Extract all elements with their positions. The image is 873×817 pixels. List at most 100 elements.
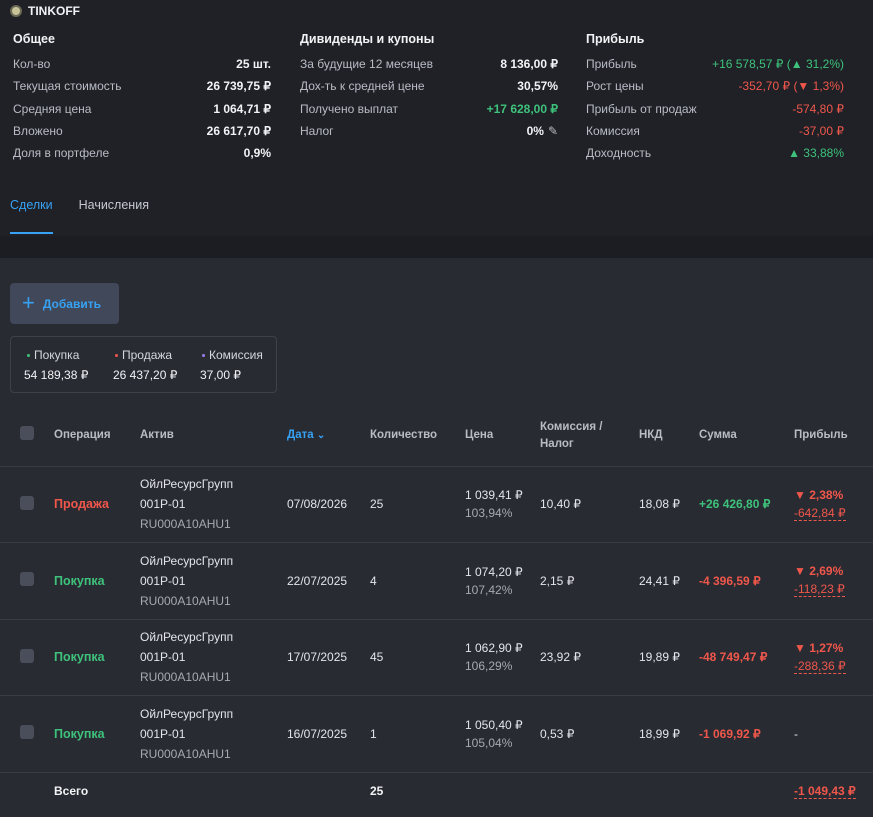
table-row[interactable]: Покупка ОйлРесурсГрупп 001P-01 RU000A10AHU… (0, 542, 873, 620)
asset-series: 001P-01 (140, 497, 186, 512)
stat-value: -37,00 ₽ (799, 124, 844, 139)
deal-date: 16/07/2025 (287, 726, 348, 741)
header-price: Цена (465, 429, 494, 442)
stat-label: Доля в портфеле (13, 146, 110, 161)
row-checkbox[interactable] (20, 495, 34, 510)
dividends-title: Дивиденды и купоны (300, 32, 435, 46)
stat-value: 26 617,70 ₽ (206, 124, 271, 139)
buy-dot-icon (27, 353, 30, 357)
stat-value: 26 739,75 ₽ (206, 79, 271, 94)
header-commission-line1: Комиссия / (540, 420, 603, 433)
deal-date: 17/07/2025 (287, 650, 348, 665)
stat-label: Вложено (13, 124, 63, 139)
select-all-checkbox[interactable] (20, 425, 34, 440)
stat-row: За будущие 12 месяцев 8 136,00 ₽ (300, 53, 558, 75)
header-quantity: Количество (370, 429, 438, 442)
tax-value: 0% (526, 124, 544, 139)
summary-buy: Покупка 54 189,38 ₽ (24, 348, 89, 382)
profit-amount[interactable]: -118,23 ₽ (794, 582, 845, 598)
stat-label: Дох-ть к средней цене (300, 79, 425, 94)
profit-amount[interactable]: -642,84 ₽ (794, 505, 846, 521)
header-date-sort[interactable]: Дата ⌄ (287, 406, 370, 466)
commission-dot-icon (202, 353, 205, 357)
total-label: Всего (54, 784, 89, 799)
table-row[interactable]: Продажа ОйлРесурсГрупп 001P-01 RU000A10AHU… (0, 466, 873, 543)
summary-value: 37,00 ₽ (200, 368, 241, 382)
table-row[interactable]: Покупка ОйлРесурсГрупп 001P-01 RU000A10AHU… (0, 619, 873, 696)
stat-row: Доля в портфеле 0,9% (13, 142, 271, 164)
profit-amount[interactable]: -288,36 ₽ (794, 658, 846, 674)
asset-isin: RU000A10AHU1 (140, 517, 231, 532)
asset-series: 001P-01 (140, 726, 186, 741)
operation-type: Покупка (54, 650, 105, 665)
summary-value: 54 189,38 ₽ (24, 368, 89, 382)
deal-price: 1 050,40 ₽ (465, 717, 523, 732)
deal-nkd: 24,41 ₽ (639, 573, 680, 588)
deal-price-pct: 107,42% (465, 582, 513, 597)
deal-quantity: 25 (370, 497, 384, 512)
general-section: Общее Кол-во 25 шт. Текущая стоимость 26 7… (13, 32, 271, 164)
stat-label: Прибыль от продаж (586, 101, 697, 116)
stat-value: 30,57% (517, 79, 558, 94)
stat-row: Прибыль от продаж -574,80 ₽ (586, 98, 844, 120)
deal-sum: +26 426,80 ₽ (699, 497, 771, 512)
totals-summary: Покупка 54 189,38 ₽ Продажа 26 437,20 ₽ … (10, 336, 277, 393)
deal-price-pct: 105,04% (465, 735, 513, 750)
stat-row: Текущая стоимость 26 739,75 ₽ (13, 75, 271, 97)
stat-row: Получено выплат +17 628,00 ₽ (300, 98, 558, 120)
deal-quantity: 4 (370, 573, 377, 588)
stat-label: Рост цены (586, 79, 644, 94)
header-commission-line2: Налог (540, 437, 574, 450)
broker-header: TINKOFF (10, 4, 80, 18)
total-profit[interactable]: -1 049,43 ₽ (794, 783, 856, 799)
table-row[interactable]: Покупка ОйлРесурсГрупп 001P-01 RU000A10AHU… (0, 695, 873, 773)
deal-sum: -1 069,92 ₽ (699, 726, 761, 741)
row-checkbox[interactable] (20, 572, 34, 587)
stat-value: -574,80 ₽ (792, 101, 844, 116)
row-checkbox[interactable] (20, 725, 34, 740)
stat-label: Средняя цена (13, 101, 92, 116)
deal-price: 1 062,90 ₽ (465, 641, 523, 656)
header-profit: Прибыль (794, 429, 848, 442)
edit-pencil-icon[interactable]: ✎ (547, 124, 558, 139)
stat-label: Прибыль (586, 57, 637, 72)
asset-name: ОйлРесурсГрупп (140, 706, 234, 721)
tab-deals[interactable]: Сделки (10, 198, 53, 234)
summary-value: 26 437,20 ₽ (113, 368, 178, 382)
sell-dot-icon (115, 353, 118, 357)
add-button[interactable]: + Добавить (10, 283, 119, 324)
header-date-label: Дата (287, 429, 314, 442)
asset-isin: RU000A10AHU1 (140, 746, 231, 761)
header-operation: Операция (54, 429, 111, 442)
asset-isin: RU000A10AHU1 (140, 670, 231, 685)
dividends-section: Дивиденды и купоны За будущие 12 месяцев… (300, 32, 558, 142)
stat-row: Доходность ▲ 33,88% (586, 142, 844, 164)
row-checkbox[interactable] (20, 648, 34, 663)
general-title: Общее (13, 32, 55, 46)
tab-accruals[interactable]: Начисления (78, 198, 149, 212)
profit-pct: ▼ 2,69% (794, 564, 844, 579)
summary-label: Комиссия (209, 348, 263, 362)
deal-price-pct: 103,94% (465, 506, 513, 521)
stat-value: +16 578,57 ₽ (▲ 31,2%) (712, 57, 844, 72)
stat-value: 1 064,71 ₽ (213, 101, 271, 116)
deal-sum: -48 749,47 ₽ (699, 650, 768, 665)
stat-label: Налог (300, 124, 334, 139)
section-divider (0, 236, 873, 258)
stat-label: Доходность (586, 146, 652, 161)
broker-logo-icon (10, 5, 22, 17)
stat-label: За будущие 12 месяцев (300, 57, 433, 72)
stat-value: 8 136,00 ₽ (500, 57, 558, 72)
operation-type: Покупка (54, 726, 105, 741)
asset-series: 001P-01 (140, 573, 186, 588)
deal-commission: 23,92 ₽ (540, 650, 581, 665)
profit-section: Прибыль Прибыль +16 578,57 ₽ (▲ 31,2%) Ро… (586, 32, 844, 164)
deal-price: 1 074,20 ₽ (465, 564, 523, 579)
deal-commission: 10,40 ₽ (540, 497, 581, 512)
summary-label: Покупка (34, 348, 80, 362)
stat-row: Комиссия -37,00 ₽ (586, 120, 844, 142)
table-total-row: Всего 25 -1 049,43 ₽ (0, 772, 873, 810)
operation-type: Покупка (54, 573, 105, 588)
header-commission: Комиссия / Налог (540, 406, 639, 466)
stat-value: -352,70 ₽ (▼ 1,3%) (738, 79, 844, 94)
